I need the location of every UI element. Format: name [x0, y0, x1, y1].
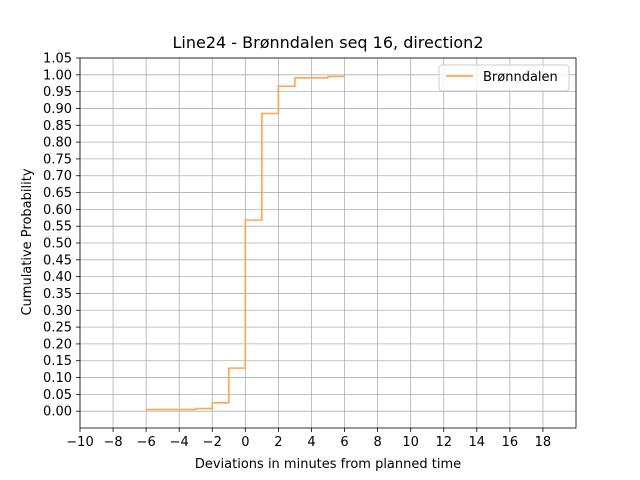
y-tick-label: 1.05: [43, 52, 72, 67]
x-tick-label: −10: [66, 435, 93, 450]
x-tick-label: 16: [502, 435, 519, 450]
y-tick-label: 0.05: [43, 388, 72, 403]
legend-frame: [438, 64, 570, 92]
y-tick-label: 0.85: [43, 119, 72, 134]
y-tick-label: 0.95: [43, 85, 72, 100]
x-tick-label: 4: [307, 435, 315, 450]
y-axis-label: Cumulative Probability: [20, 168, 35, 315]
y-tick-label: 1.00: [43, 68, 72, 83]
y-tick-label: 0.80: [43, 136, 72, 151]
x-axis-ticks: −10 −8 −6 −4 −2 0 2 4 6 8 10 12 14 16 18: [66, 428, 551, 450]
x-tick-label: 0: [241, 435, 249, 450]
series-layer: [146, 75, 345, 411]
x-tick-label: 6: [340, 435, 348, 450]
series-line-0: [146, 75, 345, 411]
y-tick-label: 0.35: [43, 287, 72, 302]
x-axis-label: Deviations in minutes from planned time: [195, 457, 461, 472]
x-tick-label: 14: [469, 435, 486, 450]
y-tick-label: 0.15: [43, 354, 72, 369]
chart-title: Line24 - Brønndalen seq 16, direction2: [173, 33, 484, 52]
legend: Brønndalen: [438, 64, 570, 92]
y-axis-ticks: 0.00 0.05 0.10 0.15 0.200.25 0.30 0.35 0.40 0.45…: [43, 52, 80, 420]
y-tick-label: 0.70: [43, 169, 72, 184]
y-tick-label: 0.10: [43, 371, 72, 386]
legend-label-bronndalen: Brønndalen: [483, 70, 558, 85]
y-tick-label: 0.50: [43, 237, 72, 252]
x-tick-label: −8: [103, 435, 122, 450]
y-tick-label: 0.00: [43, 405, 72, 420]
y-tick-label: 0.40: [43, 270, 72, 285]
y-tick-label: 0.20: [43, 337, 72, 352]
x-tick-label: 18: [535, 435, 552, 450]
x-tick-label: 12: [435, 435, 452, 450]
y-tick-label: 0.60: [43, 203, 72, 218]
x-tick-label: 8: [373, 435, 381, 450]
y-tick-label: 0.90: [43, 102, 72, 117]
y-tick-label: 0.25: [43, 321, 72, 336]
y-tick-label: 0.55: [43, 220, 72, 235]
x-tick-label: −6: [137, 435, 156, 450]
x-tick-label: −2: [203, 435, 222, 450]
y-tick-label: 0.75: [43, 152, 72, 167]
y-tick-label: 0.65: [43, 186, 72, 201]
y-tick-label: 0.30: [43, 304, 72, 319]
y-tick-label: 0.45: [43, 253, 72, 268]
x-tick-label: 2: [274, 435, 282, 450]
x-tick-label: −4: [170, 435, 189, 450]
x-tick-label: 10: [402, 435, 419, 450]
